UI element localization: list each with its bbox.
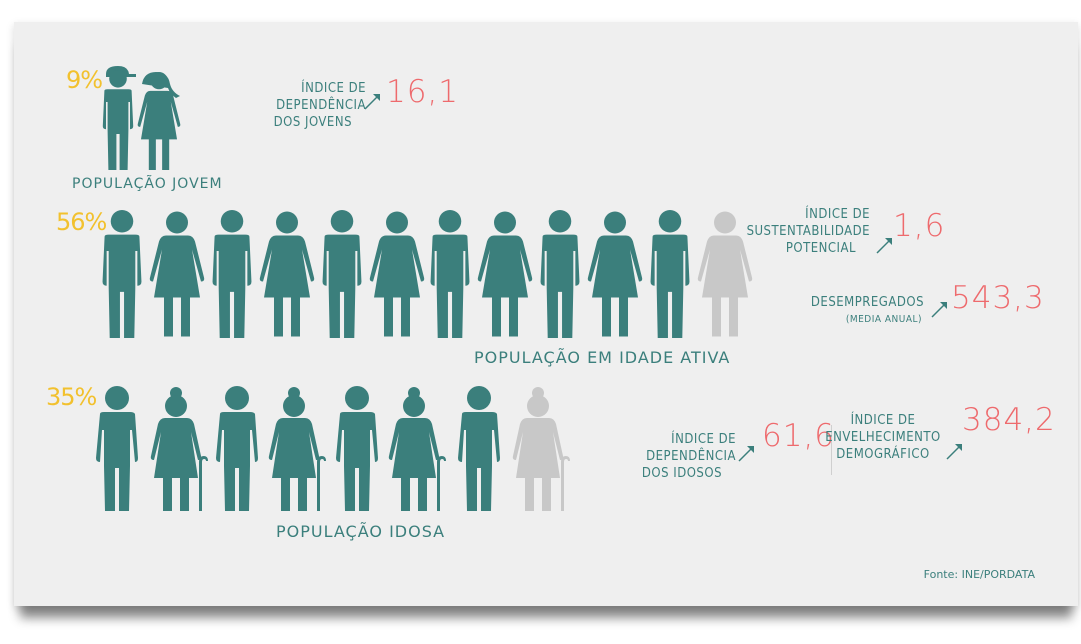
woman-icon bbox=[259, 211, 315, 337]
arrow-up-right-icon bbox=[738, 445, 755, 462]
unemployed-line2: (MEDIA ANUAL) bbox=[845, 314, 922, 325]
unemployed-label: DESEMPREGADOS (MEDIA ANUAL) bbox=[790, 294, 930, 328]
woman-icon bbox=[149, 211, 205, 337]
elderly-man-icon bbox=[458, 386, 500, 511]
young-indicator-line2: DOS JOVENS bbox=[273, 115, 352, 130]
elderly-dependency-label: ÍNDICE DE DEPENDÊNCIA DOS IDOSOS bbox=[590, 431, 736, 482]
unemployed-value: 543,3 bbox=[951, 280, 1045, 316]
woman-icon bbox=[587, 211, 643, 337]
aging-index-line3: DEMOGRÁFICO bbox=[836, 447, 930, 462]
working-percent: 56% bbox=[56, 208, 107, 236]
sustainability-value: 1,6 bbox=[893, 208, 946, 244]
elderly-man-icon bbox=[336, 386, 378, 511]
girl-icon bbox=[137, 72, 181, 170]
woman-icon bbox=[369, 211, 425, 337]
aging-index-value: 384,2 bbox=[962, 402, 1056, 438]
young-indicator-line1: ÍNDICE DE DEPENDÊNCIA bbox=[276, 81, 366, 113]
young-label: POPULAÇÃO JOVEM bbox=[72, 176, 223, 192]
man-icon bbox=[102, 210, 142, 338]
source-credit: Fonte: INE/PORDATA bbox=[923, 568, 1035, 581]
elderly-woman-icon bbox=[512, 387, 570, 511]
man-icon bbox=[430, 210, 470, 338]
aging-index-line2: ENVELHECIMENTO bbox=[825, 430, 941, 445]
sustainability-label: ÍNDICE DE SUSTENTABILIDADE POTENCIAL bbox=[730, 206, 870, 257]
working-label: POPULAÇÃO EM IDADE ATIVA bbox=[474, 348, 731, 367]
working-figures bbox=[102, 210, 753, 338]
man-icon bbox=[540, 210, 580, 338]
elderly-woman-icon bbox=[388, 387, 446, 511]
sustainability-line1: ÍNDICE DE bbox=[805, 207, 870, 222]
elderly-label: POPULAÇÃO IDOSA bbox=[276, 522, 446, 541]
aging-index-label: ÍNDICE DE ENVELHECIMENTO DEMOGRÁFICO bbox=[824, 412, 942, 463]
young-figures bbox=[102, 66, 181, 170]
elderly-dependency-line1: ÍNDICE DE DEPENDÊNCIA bbox=[646, 432, 736, 464]
divider bbox=[831, 425, 832, 475]
young-indicator-value: 16,1 bbox=[386, 74, 460, 110]
man-icon bbox=[650, 210, 690, 338]
arrow-up-right-icon bbox=[931, 301, 948, 318]
elderly-dependency-line2: DOS IDOSOS bbox=[641, 466, 722, 481]
elderly-woman-icon bbox=[150, 387, 208, 511]
elderly-man-icon bbox=[96, 386, 138, 511]
sustainability-line2: SUSTENTABILIDADE bbox=[746, 224, 870, 239]
young-indicator-label: ÍNDICE DE DEPENDÊNCIA DOS JOVENS bbox=[220, 80, 366, 131]
boy-icon bbox=[102, 66, 136, 170]
unemployed-line1: DESEMPREGADOS bbox=[810, 295, 924, 310]
elderly-percent: 35% bbox=[46, 383, 97, 411]
sustainability-line3: POTENCIAL bbox=[785, 241, 856, 256]
man-icon bbox=[212, 210, 252, 338]
man-icon bbox=[322, 210, 362, 338]
elderly-woman-icon bbox=[268, 387, 326, 511]
aging-index-line1: ÍNDICE DE bbox=[850, 413, 916, 428]
elderly-figures bbox=[96, 386, 570, 511]
woman-icon bbox=[477, 211, 533, 337]
young-percent: 9% bbox=[66, 66, 103, 94]
arrow-up-right-icon bbox=[946, 443, 963, 460]
arrow-up-right-icon bbox=[364, 93, 381, 110]
elderly-man-icon bbox=[216, 386, 258, 511]
elderly-dependency-value: 61,6 bbox=[762, 418, 836, 454]
